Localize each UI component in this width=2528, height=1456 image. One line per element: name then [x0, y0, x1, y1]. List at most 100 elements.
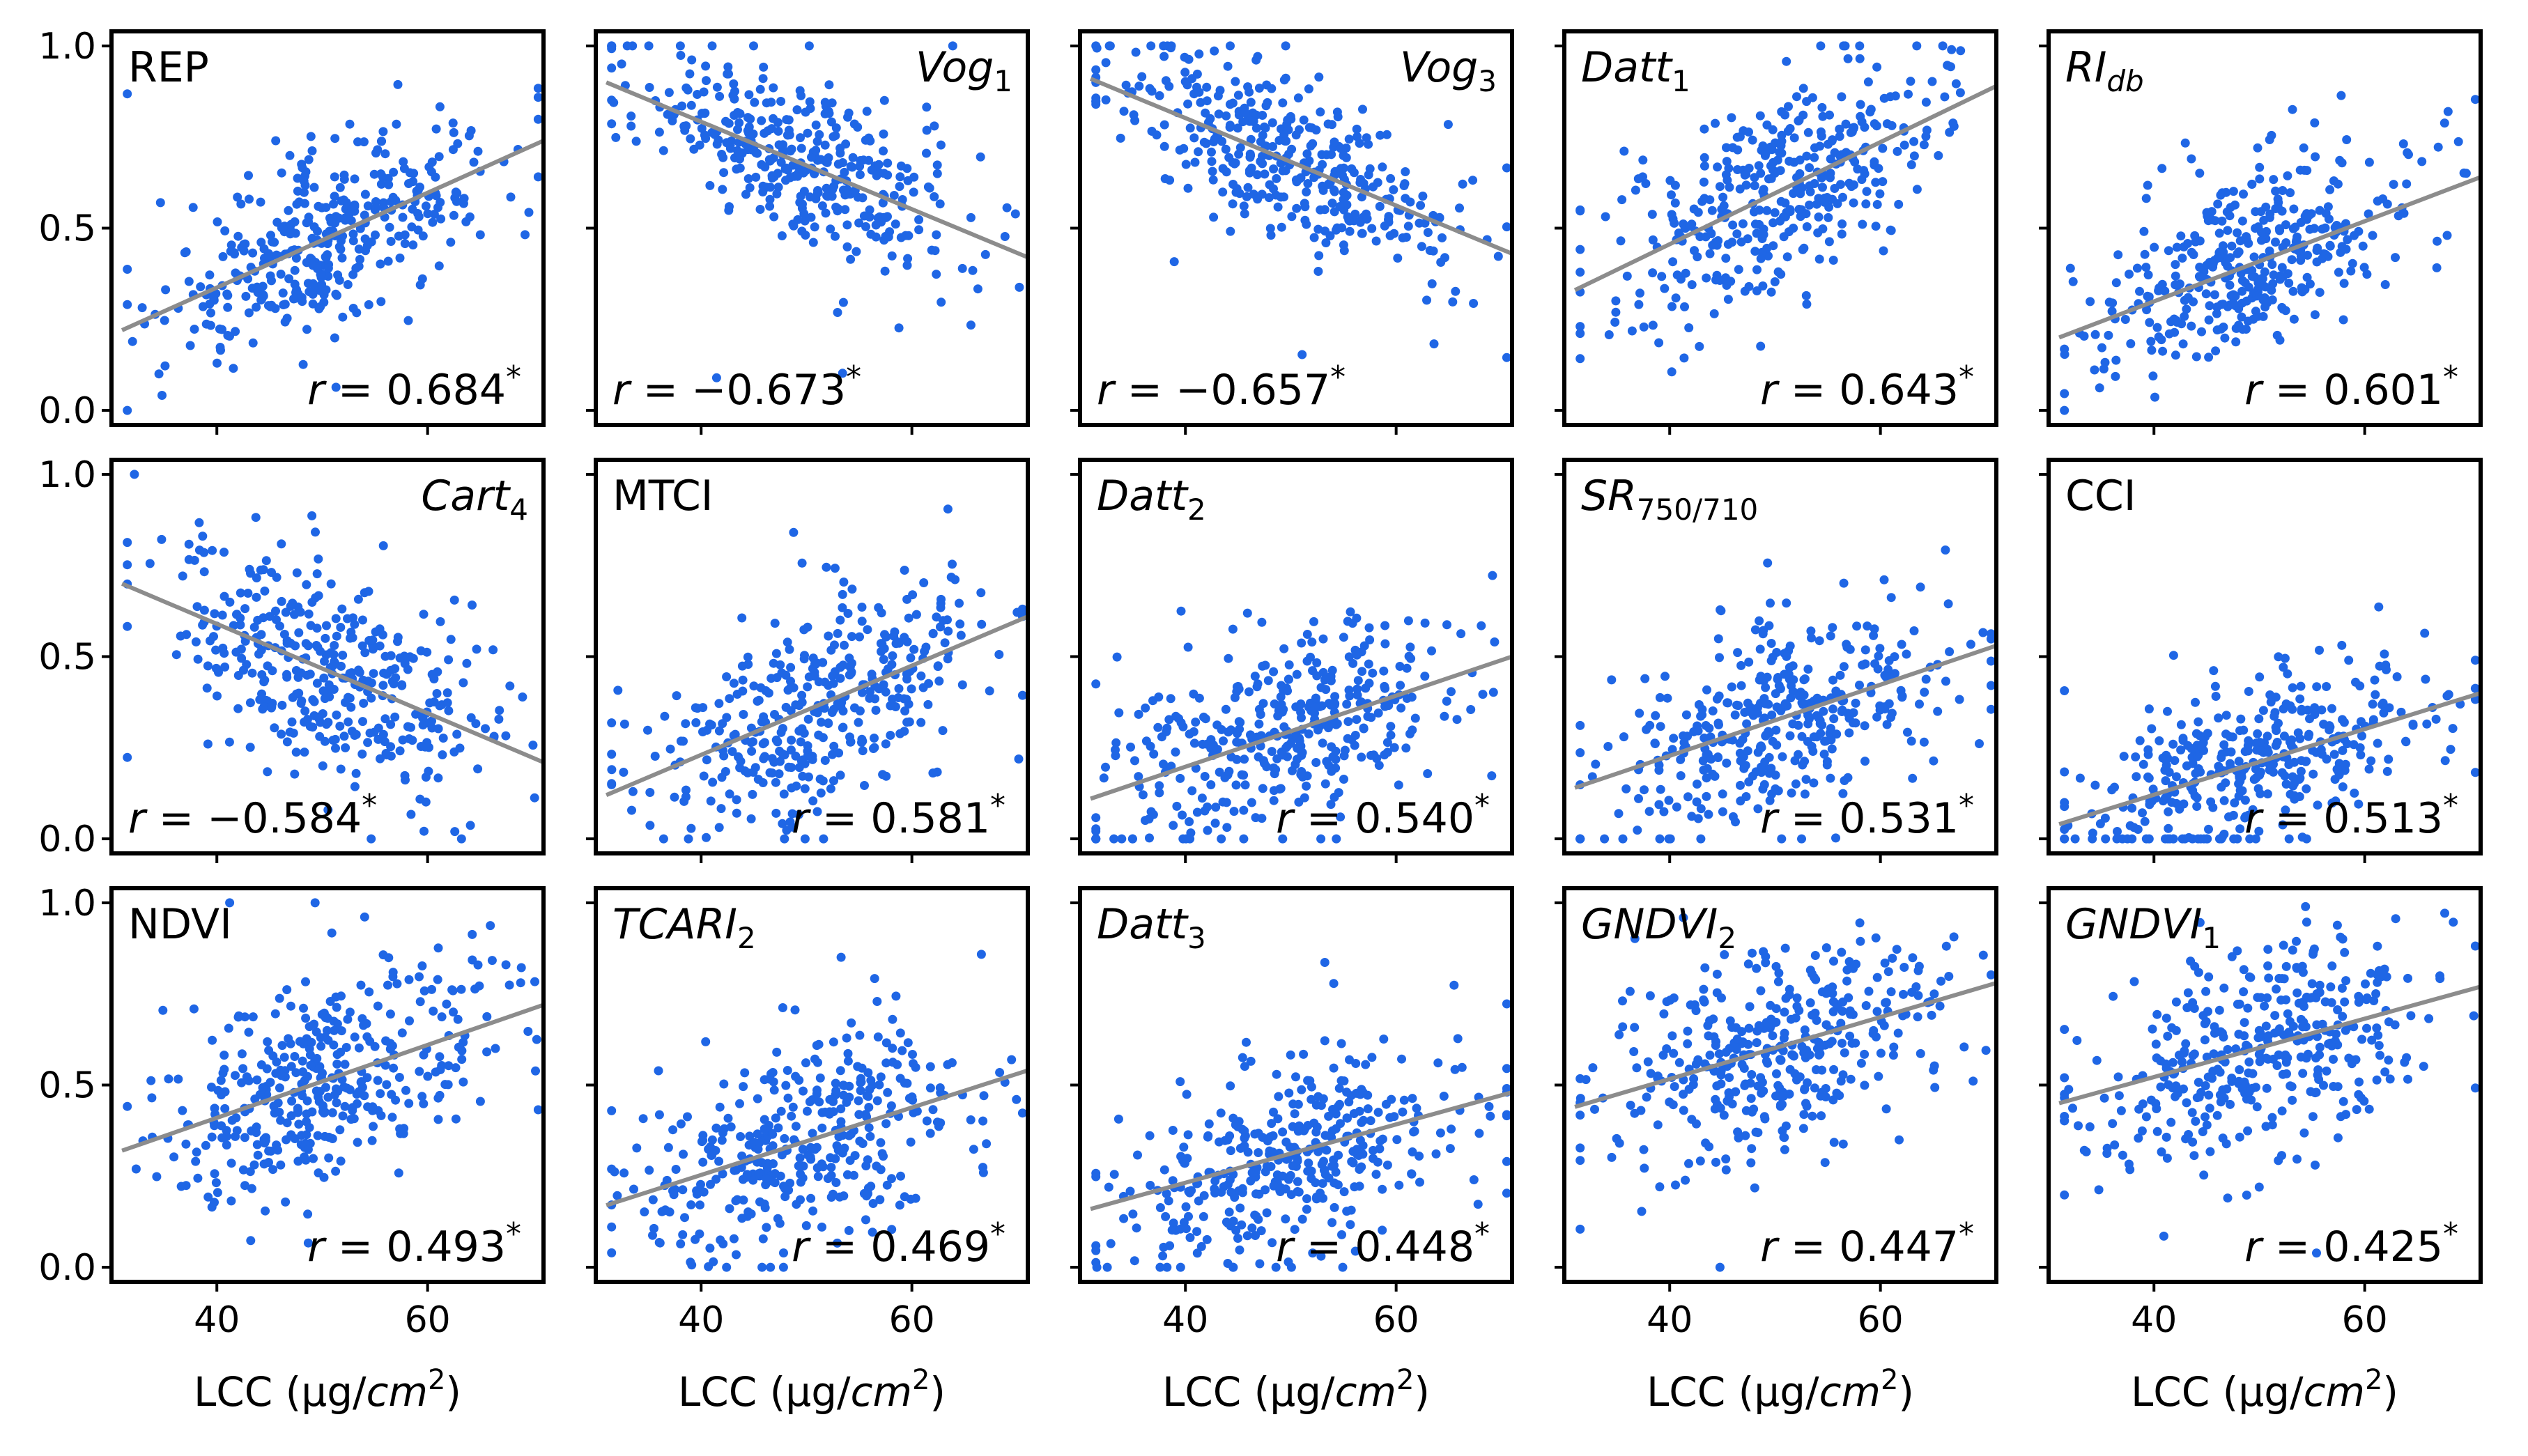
data-point: [306, 132, 316, 141]
data-point: [330, 1025, 339, 1035]
data-point: [1766, 598, 1775, 608]
data-point: [1405, 729, 1415, 738]
data-point: [836, 1117, 846, 1126]
data-point: [774, 769, 784, 779]
data-point: [376, 1089, 385, 1099]
data-point: [855, 632, 864, 642]
data-point: [436, 1065, 445, 1074]
data-point: [1166, 43, 1176, 53]
data-point: [487, 956, 497, 966]
data-point: [2111, 278, 2121, 288]
data-point: [706, 1179, 715, 1189]
data-point: [1305, 1076, 1315, 1085]
data-point: [1435, 1128, 1445, 1138]
data-point: [2251, 834, 2260, 844]
data-point: [2183, 293, 2193, 302]
data-point: [193, 1173, 203, 1183]
data-point: [877, 217, 886, 227]
data-point: [872, 997, 882, 1006]
data-point: [2138, 759, 2148, 769]
data-point: [607, 779, 617, 789]
data-point: [1114, 708, 1124, 718]
data-point: [217, 1090, 226, 1100]
data-point: [744, 90, 754, 100]
data-point: [817, 1222, 826, 1232]
data-point: [906, 1194, 916, 1204]
data-point: [380, 651, 390, 661]
data-point: [788, 822, 798, 832]
data-point: [714, 726, 724, 736]
data-point: [778, 142, 787, 151]
data-point: [1785, 207, 1795, 217]
data-point: [1221, 704, 1231, 714]
data-point: [1111, 745, 1120, 754]
data-point: [1912, 41, 1922, 51]
data-point: [330, 1090, 339, 1100]
data-point: [1692, 797, 1702, 807]
scatter-points: [1091, 958, 1511, 1272]
data-point: [256, 1060, 266, 1069]
data-point: [982, 1139, 992, 1149]
data-point: [833, 628, 842, 638]
data-point: [2269, 759, 2278, 769]
data-point: [123, 560, 132, 570]
data-point: [1015, 282, 1024, 292]
data-point: [2164, 246, 2173, 256]
data-point: [1619, 732, 1628, 742]
data-point: [791, 1071, 801, 1081]
data-point: [1258, 111, 1267, 120]
data-point: [1768, 165, 1778, 175]
data-point: [940, 638, 950, 648]
data-point: [1700, 153, 1709, 162]
data-point: [2191, 352, 2201, 362]
data-point: [1611, 307, 1621, 317]
data-point: [362, 1019, 371, 1028]
data-point: [1458, 179, 1467, 189]
data-point: [431, 172, 440, 182]
data-point: [1232, 754, 1242, 764]
data-point: [787, 783, 796, 793]
data-point: [1176, 718, 1186, 727]
data-point: [1246, 134, 1256, 144]
data-point: [994, 650, 1004, 659]
data-point: [1403, 616, 1413, 626]
data-point: [2060, 767, 2070, 777]
data-point: [796, 144, 806, 153]
data-point: [705, 180, 715, 190]
data-point: [217, 1133, 227, 1143]
data-point: [1761, 699, 1771, 708]
data-point: [693, 704, 702, 713]
data-point: [928, 768, 938, 778]
data-point: [2265, 209, 2275, 219]
data-point: [227, 1115, 237, 1125]
data-point: [1293, 754, 1302, 764]
data-point: [847, 632, 856, 642]
data-point: [826, 1193, 836, 1202]
data-point: [434, 152, 444, 162]
data-point: [1277, 222, 1286, 232]
data-point: [1777, 834, 1787, 844]
data-point: [838, 297, 848, 307]
data-point: [861, 1215, 870, 1225]
data-point: [1619, 146, 1629, 156]
data-point: [468, 955, 477, 965]
data-point: [844, 108, 854, 118]
data-point: [1753, 804, 1763, 814]
data-point: [855, 1030, 865, 1040]
data-point: [815, 1097, 824, 1107]
data-point: [305, 1050, 315, 1060]
data-point: [1748, 771, 1757, 781]
data-point: [2252, 745, 2262, 755]
data-point: [1575, 720, 1585, 730]
data-point: [1324, 761, 1334, 770]
data-point: [336, 1047, 346, 1057]
data-point: [252, 302, 261, 312]
data-point: [300, 1152, 309, 1162]
data-point: [938, 726, 948, 736]
data-point: [813, 188, 823, 198]
data-point: [1849, 124, 1858, 134]
data-point: [401, 1085, 410, 1095]
data-point: [1314, 72, 1324, 82]
data-point: [977, 619, 987, 629]
data-point: [1308, 139, 1318, 148]
